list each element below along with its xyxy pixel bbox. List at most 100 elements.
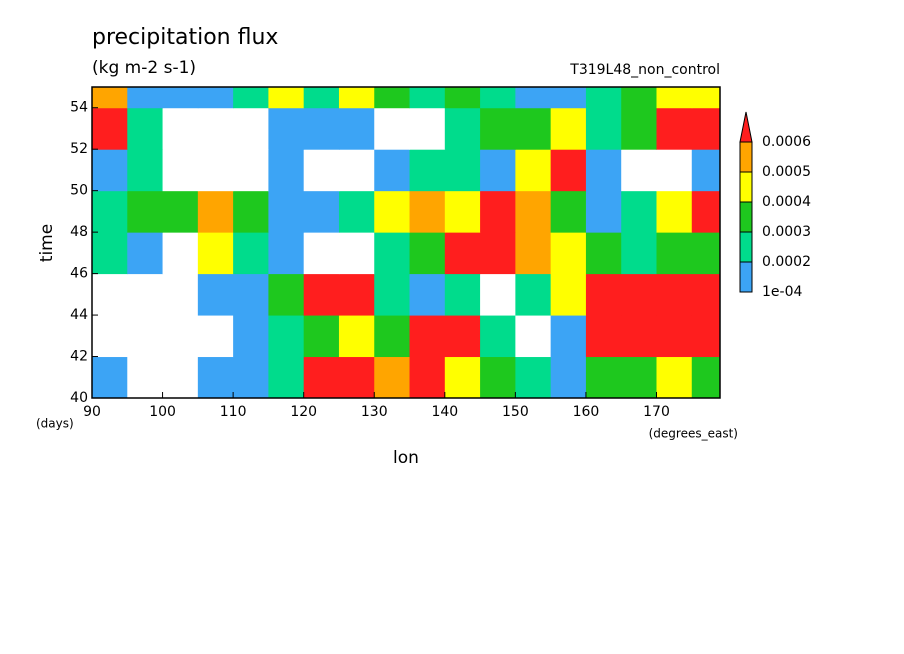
field-cell bbox=[303, 273, 340, 316]
colorbar-box bbox=[739, 261, 753, 293]
field-cell bbox=[374, 107, 411, 150]
field-cell bbox=[268, 315, 305, 358]
field-cell bbox=[127, 232, 164, 275]
field-cell bbox=[197, 107, 234, 150]
field-cell bbox=[268, 87, 305, 109]
field-cell bbox=[303, 149, 340, 192]
field-cell bbox=[162, 315, 199, 358]
field-cell bbox=[515, 149, 552, 192]
field-cell bbox=[233, 273, 269, 316]
field-cell bbox=[585, 190, 622, 233]
field-cell bbox=[127, 107, 164, 150]
field-cell bbox=[656, 87, 693, 109]
field-cell bbox=[691, 232, 721, 275]
field-cell bbox=[127, 315, 164, 358]
x-tick-label: 140 bbox=[431, 404, 458, 420]
field-cell bbox=[550, 356, 587, 399]
y-tick-label: 42 bbox=[70, 349, 88, 365]
x-tick-label: 100 bbox=[149, 404, 176, 420]
y-axis-label: time bbox=[37, 224, 57, 262]
field-cell bbox=[92, 149, 128, 192]
field-cell bbox=[691, 273, 721, 316]
field-cell bbox=[233, 232, 269, 275]
field-cell bbox=[197, 356, 234, 399]
field-cell bbox=[444, 190, 481, 233]
field-cell bbox=[656, 232, 693, 275]
field-cell bbox=[621, 190, 657, 233]
field-cell bbox=[162, 107, 199, 150]
field-cell bbox=[233, 87, 269, 109]
field-cell bbox=[92, 107, 128, 150]
field-cell bbox=[127, 356, 164, 399]
y-tick-label: 52 bbox=[70, 141, 88, 157]
field-cell bbox=[621, 273, 657, 316]
field-cell bbox=[515, 87, 552, 109]
field-cell bbox=[162, 232, 199, 275]
field-cell bbox=[444, 315, 481, 358]
field-cell bbox=[409, 315, 446, 358]
field-cell bbox=[550, 273, 587, 316]
field-cell bbox=[621, 315, 657, 358]
field-cell bbox=[409, 273, 446, 316]
field-cell bbox=[374, 356, 411, 399]
y-tick-label: 40 bbox=[70, 390, 88, 406]
x-tick-label: 150 bbox=[502, 404, 529, 420]
field-cell bbox=[92, 232, 128, 275]
field-cell bbox=[197, 149, 234, 192]
field-cell bbox=[409, 190, 446, 233]
field-cell bbox=[162, 273, 199, 316]
field-cell bbox=[480, 149, 516, 192]
field-cell bbox=[338, 232, 375, 275]
field-cell bbox=[656, 273, 693, 316]
field-cell bbox=[409, 87, 446, 109]
field-cell bbox=[480, 87, 516, 109]
field-cell bbox=[585, 149, 622, 192]
field-cell bbox=[268, 190, 305, 233]
field-cell bbox=[197, 315, 234, 358]
field-cell bbox=[303, 87, 340, 109]
field-cell bbox=[233, 190, 269, 233]
x-tick-label: 110 bbox=[220, 404, 247, 420]
field-cell bbox=[444, 356, 481, 399]
field-cell bbox=[656, 356, 693, 399]
field-cell bbox=[515, 232, 552, 275]
field-cell bbox=[338, 107, 375, 150]
field-cell bbox=[621, 149, 657, 192]
field-cell bbox=[480, 232, 516, 275]
field-cell bbox=[409, 107, 446, 150]
y-tick-label: 44 bbox=[70, 307, 88, 323]
colorbar-box bbox=[739, 141, 753, 173]
field-cell bbox=[92, 87, 128, 109]
colorbar-label: 0.0002 bbox=[762, 254, 811, 270]
field-cell bbox=[515, 107, 552, 150]
field-cell bbox=[444, 149, 481, 192]
x-unit: (degrees_east) bbox=[649, 427, 738, 441]
field-cell bbox=[444, 107, 481, 150]
colorbar-label: 0.0005 bbox=[762, 164, 811, 180]
field-cell bbox=[691, 315, 721, 358]
plot-frame bbox=[91, 86, 721, 399]
field-cell bbox=[127, 149, 164, 192]
field-cell bbox=[197, 273, 234, 316]
field-cell bbox=[268, 107, 305, 150]
field-cell bbox=[585, 356, 622, 399]
field-cell bbox=[197, 232, 234, 275]
x-tick-label: 130 bbox=[361, 404, 388, 420]
field-cell bbox=[197, 190, 234, 233]
field-cell bbox=[515, 273, 552, 316]
field-cell bbox=[621, 107, 657, 150]
field-cell bbox=[338, 87, 375, 109]
field-cell bbox=[303, 232, 340, 275]
field-cell bbox=[515, 190, 552, 233]
colorbar-label: 0.0006 bbox=[762, 134, 811, 150]
field-cell bbox=[656, 107, 693, 150]
field-cell bbox=[656, 149, 693, 192]
field-cell bbox=[303, 190, 340, 233]
field-cell bbox=[444, 87, 481, 109]
field-cell bbox=[268, 356, 305, 399]
field-cell bbox=[550, 107, 587, 150]
colorbar-box bbox=[739, 201, 753, 233]
field-cell bbox=[374, 273, 411, 316]
y-unit: (days) bbox=[36, 417, 74, 431]
field-cell bbox=[197, 87, 234, 109]
